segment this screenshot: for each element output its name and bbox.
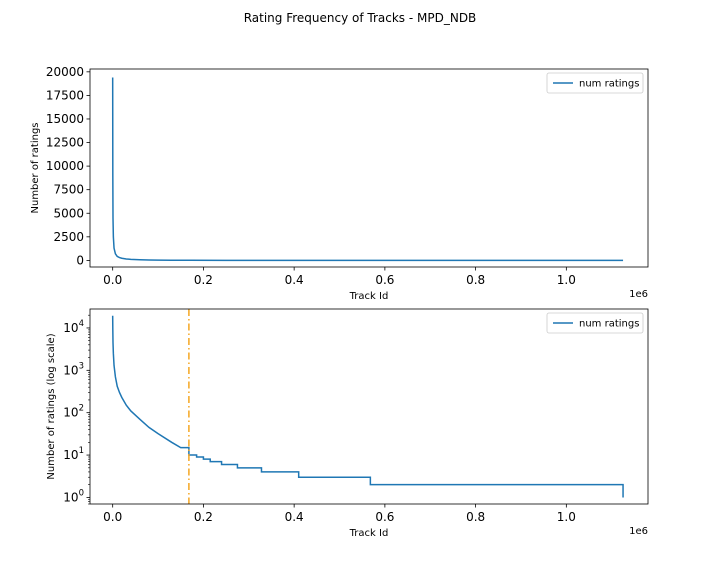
- y-tick-exponent: 2: [79, 404, 84, 414]
- figure-title: Rating Frequency of Tracks - MPD_NDB: [244, 11, 477, 25]
- y-tick-label: 20000: [46, 65, 84, 79]
- y-tick-label: 102: [63, 404, 84, 420]
- y-tick-base: 10: [63, 363, 78, 377]
- y-tick-label: 17500: [46, 88, 84, 102]
- y-tick-base: 10: [63, 406, 78, 420]
- y-tick-exponent: 4: [79, 319, 84, 329]
- y-tick-label: 2500: [53, 230, 84, 244]
- series-line-0: [111, 77, 624, 262]
- y-tick-label: 5000: [53, 206, 84, 220]
- y-tick-label: 100: [63, 488, 84, 504]
- y-axis-label: Number of ratings (log scale): [46, 333, 57, 479]
- y-tick-exponent: 3: [79, 361, 84, 371]
- legend-box: [546, 312, 644, 334]
- y-tick-base: 10: [63, 321, 78, 335]
- x-tick-label: 0.6: [375, 273, 394, 287]
- x-tick-label: 0.4: [285, 510, 304, 524]
- x-tick-label: 0.0: [103, 273, 122, 287]
- legend: num ratings: [546, 72, 644, 94]
- y-tick-label: 104: [63, 319, 84, 335]
- x-tick-label: 0.8: [466, 510, 485, 524]
- y-tick-label: 12500: [46, 136, 84, 150]
- axes-frame: [89, 308, 649, 505]
- x-offset-label: 1e6: [629, 526, 648, 537]
- x-tick-label: 0.2: [194, 510, 213, 524]
- legend-box: [546, 72, 644, 94]
- y-tick-label: 103: [63, 361, 84, 377]
- legend: num ratings: [546, 312, 644, 334]
- x-tick-label: 0.4: [285, 273, 304, 287]
- legend-label: num ratings: [579, 319, 639, 330]
- x-tick-label: 1.0: [557, 510, 576, 524]
- y-tick-exponent: 0: [79, 488, 84, 498]
- y-axis-label: Number of ratings: [30, 122, 41, 213]
- axes-frame: [89, 68, 649, 268]
- y-tick-label: 10000: [46, 159, 84, 173]
- x-tick-label: 1.0: [557, 273, 576, 287]
- x-tick-label: 0.6: [375, 510, 394, 524]
- series-line-0: [111, 315, 624, 498]
- legend-label: num ratings: [579, 79, 639, 90]
- y-tick-base: 10: [63, 448, 78, 462]
- y-tick-base: 10: [63, 490, 78, 504]
- x-offset-label: 1e6: [629, 289, 648, 300]
- x-tick-label: 0.0: [103, 510, 122, 524]
- y-tick-label: 7500: [53, 183, 84, 197]
- y-tick-label: 15000: [46, 112, 84, 126]
- x-axis-label: Track Id: [349, 528, 389, 539]
- y-tick-label: 0: [76, 253, 84, 267]
- x-axis-label: Track Id: [349, 291, 389, 302]
- linear-rating-chart: 0.0 0.2 0.4 0.6 0.8 1.0 0 2500 5000 7500 10000 1250…: [30, 65, 649, 302]
- y-tick-exponent: 1: [79, 446, 84, 456]
- x-tick-label: 0.8: [466, 273, 485, 287]
- x-tick-label: 0.2: [194, 273, 213, 287]
- y-tick-label: 101: [63, 446, 84, 462]
